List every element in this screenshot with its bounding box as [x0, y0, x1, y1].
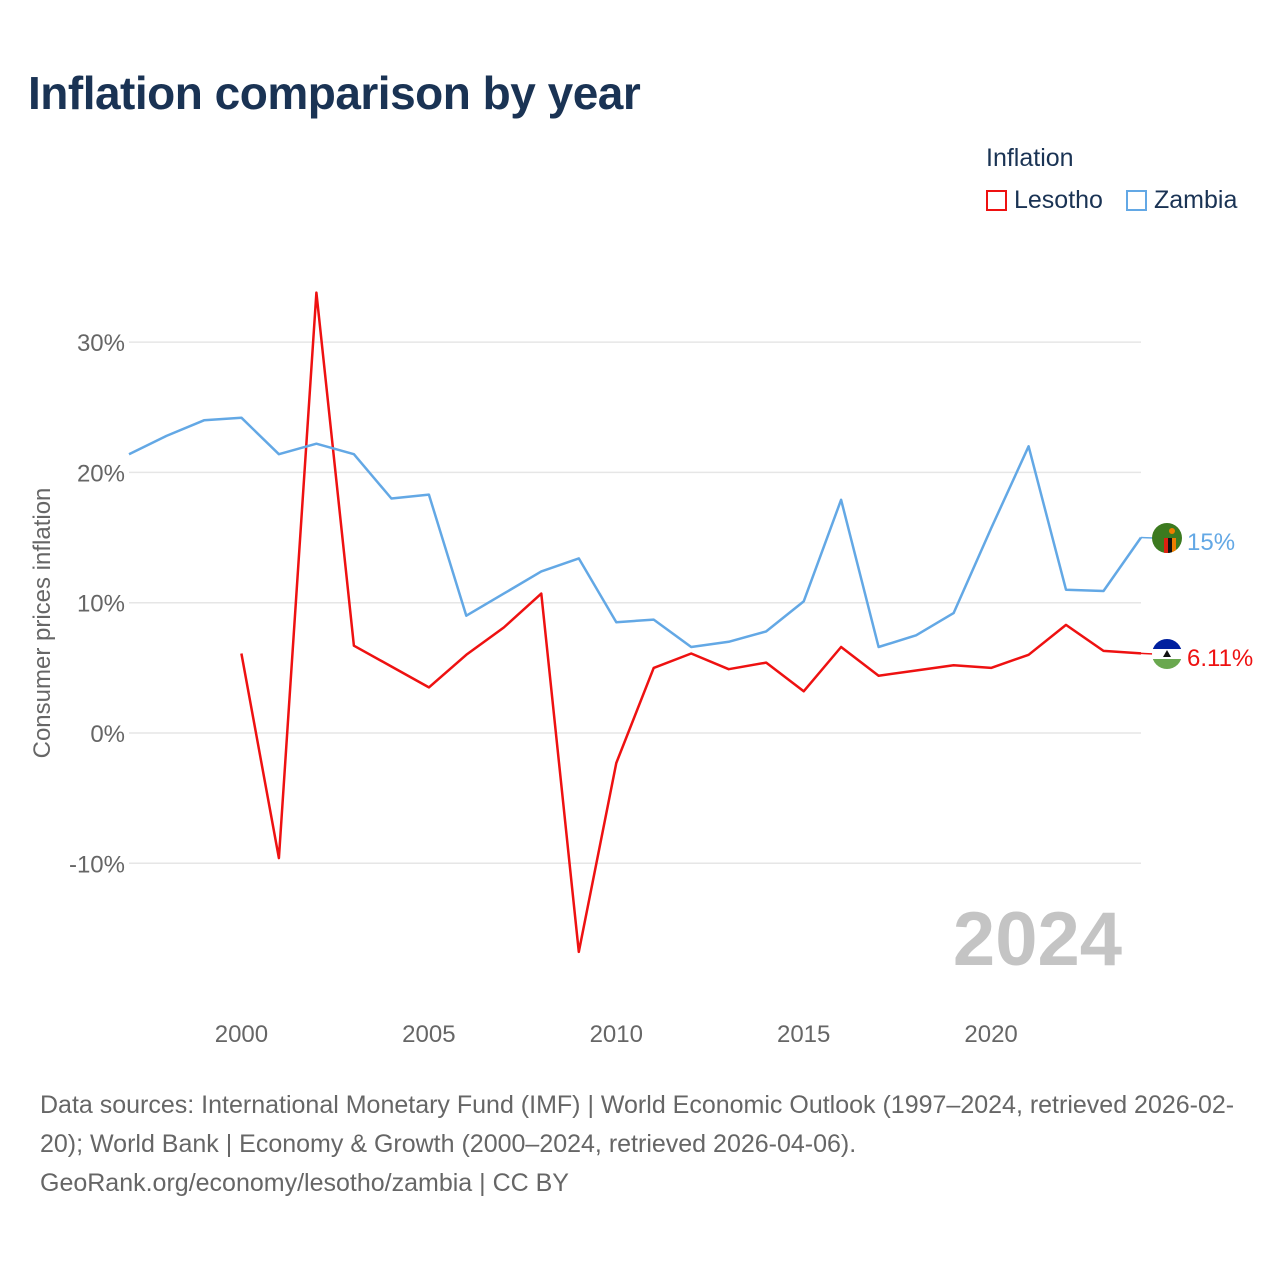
y-tick-label: 10% [77, 591, 125, 618]
y-tick-label: 30% [77, 330, 125, 357]
legend-item-lesotho[interactable]: Lesotho [986, 186, 1103, 215]
legend-title: Inflation [986, 144, 1074, 172]
zambia-flag-icon [1152, 523, 1182, 553]
x-tick-label: 2015 [777, 1021, 830, 1048]
series-line-zambia[interactable] [128, 416, 1143, 649]
line-chart: -10% 0% 10% 20% 30% 2000 2005 2010 2015 2020 Con… [29, 291, 1253, 1048]
y-axis-label: Consumer prices inflation [29, 488, 56, 759]
y-tick-label: 0% [90, 721, 125, 748]
data-sources-text: Data sources: International Monetary Fun… [40, 1091, 1235, 1158]
x-tick-label: 2020 [964, 1021, 1017, 1048]
chart-title: Inflation comparison by year [28, 67, 641, 119]
legend-swatch-lesotho [986, 190, 1007, 211]
source-link[interactable]: GeoRank.org/economy/lesotho/zambia | CC … [40, 1169, 569, 1197]
grid [129, 341, 1141, 865]
end-label-lesotho: 6.11% [1187, 645, 1253, 672]
series-group: 6.11% 15% [128, 291, 1253, 954]
legend-swatch-zambia [1126, 190, 1147, 211]
series-line-lesotho[interactable] [240, 291, 1142, 954]
lesotho-flag-icon [1152, 639, 1182, 669]
y-tick-label: 20% [77, 460, 125, 487]
end-label-zambia: 15% [1187, 529, 1235, 556]
legend-label-zambia: Zambia [1154, 186, 1238, 214]
y-axis: -10% 0% 10% 20% 30% [69, 330, 125, 878]
x-tick-label: 2010 [590, 1021, 643, 1048]
y-tick-label: -10% [69, 851, 125, 878]
footer: Data sources: International Monetary Fun… [40, 1086, 1250, 1203]
x-tick-label: 2005 [402, 1021, 455, 1048]
legend-label-lesotho: Lesotho [1014, 186, 1103, 214]
legend-item-zambia[interactable]: Zambia [1126, 186, 1237, 215]
x-tick-label: 2000 [215, 1021, 268, 1048]
x-axis: 2000 2005 2010 2015 2020 [215, 1021, 1018, 1048]
end-connector-lesotho [1140, 652, 1155, 655]
year-watermark: 2024 [953, 897, 1122, 982]
